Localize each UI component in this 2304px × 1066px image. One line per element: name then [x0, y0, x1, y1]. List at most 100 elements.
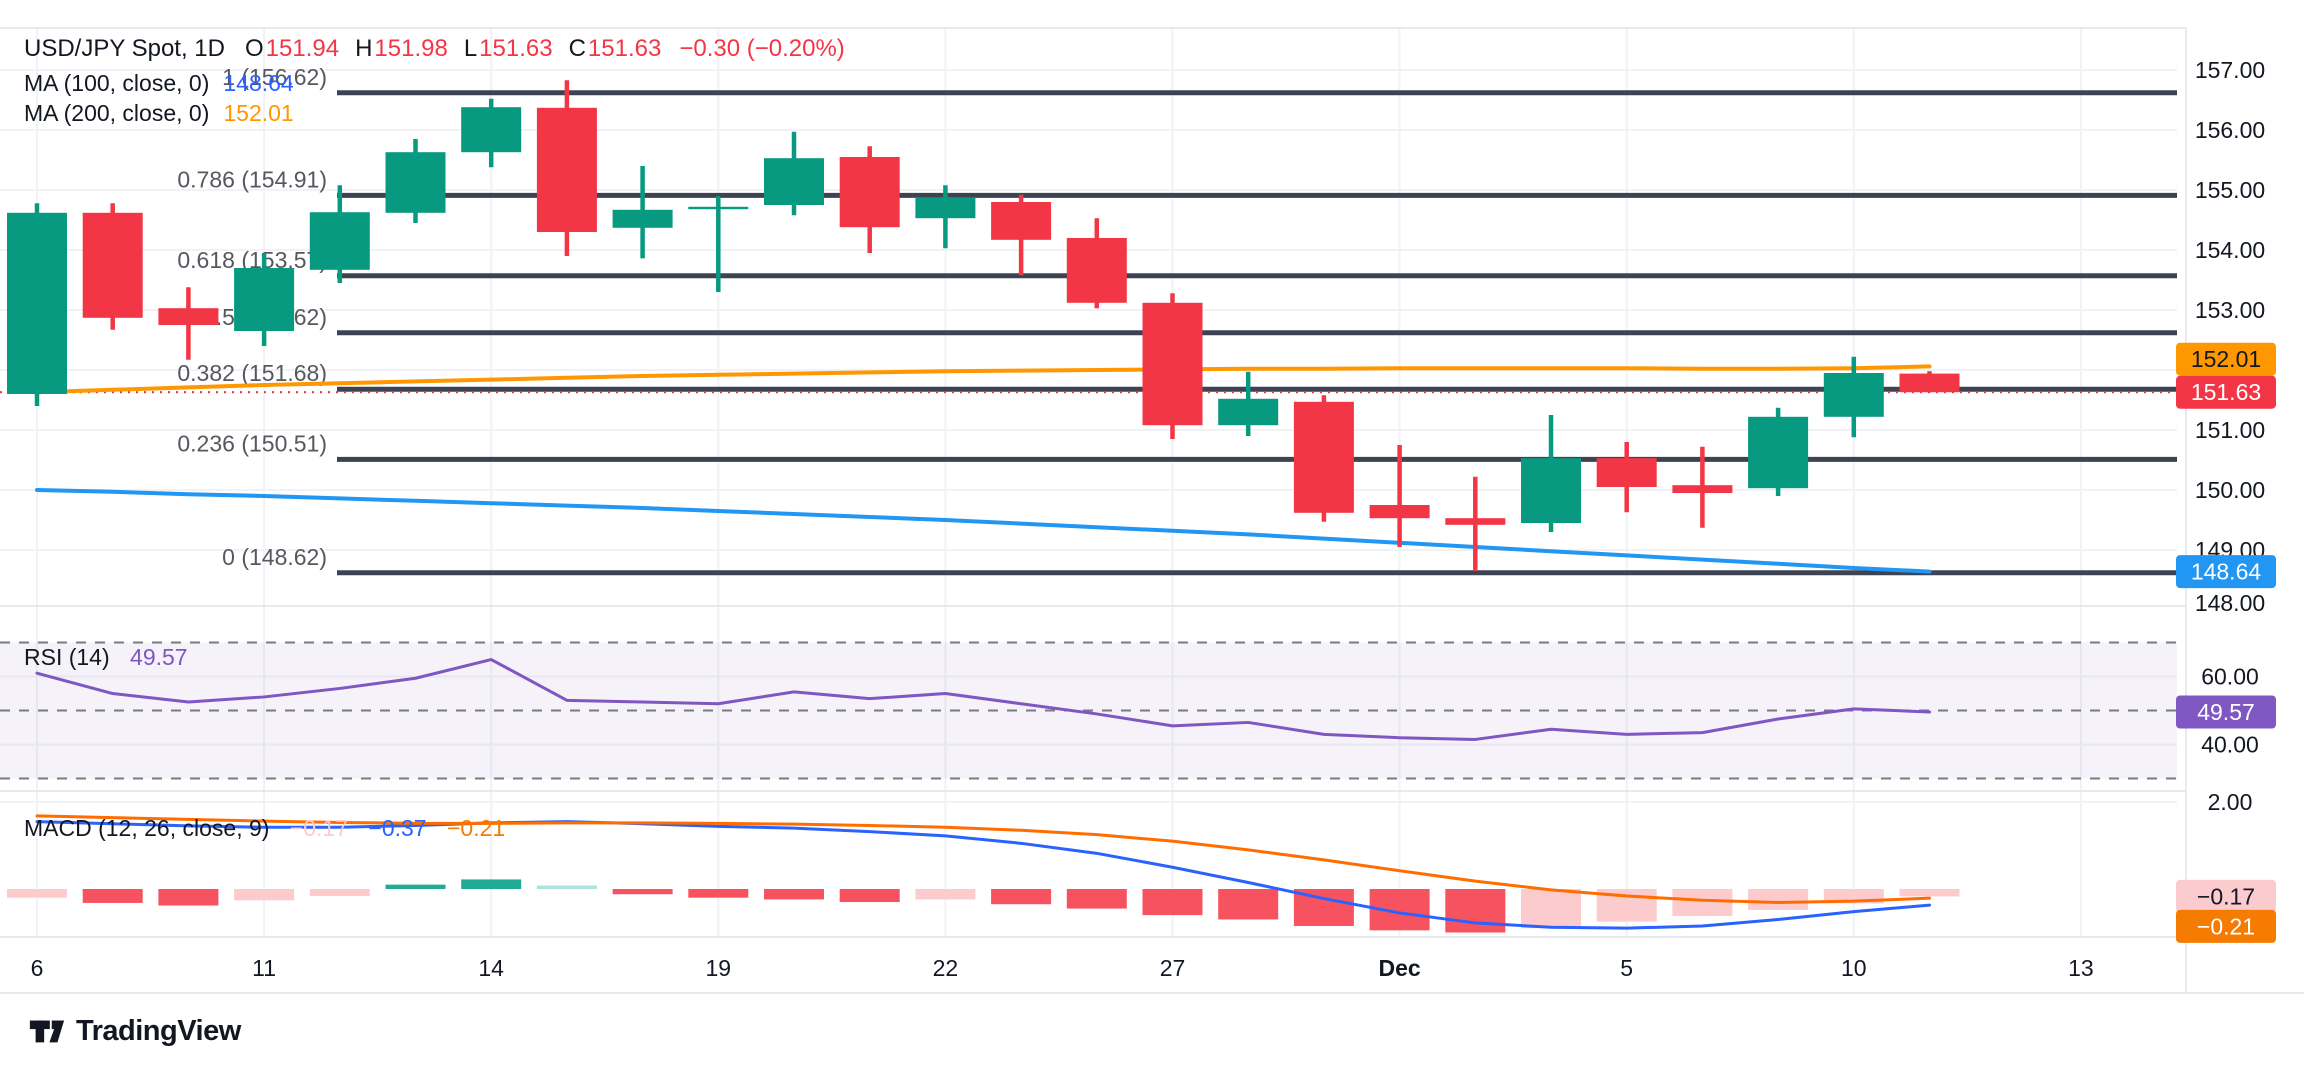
fib-level-label: 1 (156.62) [222, 64, 327, 90]
candle-nov-21 [839, 146, 900, 253]
rsi-axis-label: 60.00 [2201, 664, 2259, 690]
rsi-value-badge-text: 49.57 [2197, 699, 2255, 725]
macd-plot [7, 814, 1960, 933]
ma100-price-badge-text: 148.64 [2191, 559, 2262, 585]
candle-nov-14 [461, 98, 522, 168]
time-axis-label-dec: Dec [1378, 955, 1420, 981]
rsi-plot [35, 658, 1931, 741]
time-axis-label-6: 6 [31, 955, 44, 981]
time-axis-label-22: 22 [933, 955, 959, 981]
rsi-value-badge [2176, 695, 2276, 729]
symbol-title[interactable]: USD/JPY Spot, 1D [24, 35, 225, 62]
candle-nov-11 [234, 253, 295, 346]
open-label: O [244, 35, 264, 62]
candle-nov-6 [7, 203, 67, 406]
close-price-badge-text: 151.63 [2191, 379, 2261, 405]
macd-signal-badge-text: −0.21 [2197, 913, 2255, 939]
ma200-legend-row[interactable]: MA (200, close, 0) 152.01 [24, 98, 861, 128]
gridlines [0, 28, 2177, 937]
high-value: 151.98 [374, 35, 448, 62]
fib-level-label: 0 (148.62) [222, 544, 327, 570]
low-value: 151.63 [479, 35, 553, 62]
macd-legend[interactable]: MACD (12, 26, close, 9) −0.17 −0.37 −0.2… [24, 815, 519, 842]
candle-nov-27 [1142, 293, 1203, 439]
ma200-price-badge [2176, 342, 2276, 376]
candle-nov-25 [991, 194, 1052, 276]
candle-dec-9 [1748, 407, 1809, 496]
ma100-value: 148.64 [223, 69, 294, 96]
candle-nov-29 [1293, 395, 1354, 522]
high-label: H [355, 35, 373, 62]
time-axis-label-19: 19 [706, 955, 732, 981]
axis-badges: 152.01 151.63 148.64 49.57 −0.17 −0.21 [2176, 342, 2276, 943]
macd-hist-value: −0.17 [289, 815, 349, 841]
candle-nov-22 [915, 185, 976, 249]
macd-hist-badge-text: −0.17 [2197, 883, 2255, 909]
price-axis-label: 155.00 [2195, 177, 2265, 203]
candle-nov-20 [764, 131, 824, 216]
rsi-axis-label: 40.00 [2201, 732, 2259, 758]
fib-level-label: 0.786 (154.91) [177, 166, 327, 192]
macd-axis-label: 2.00 [2208, 789, 2253, 815]
pane-separators [0, 27, 2304, 994]
macd-hist-badge [2176, 879, 2276, 913]
price-axis-label: 151.00 [2195, 417, 2265, 443]
candle-nov-7 [82, 203, 143, 330]
ma100-label: MA (100, close, 0) [24, 69, 210, 96]
macd-signal-badge [2176, 909, 2276, 943]
time-axis-label-14: 14 [478, 955, 504, 981]
time-axis-label-5: 5 [1620, 955, 1633, 981]
candle-dec-11 [1899, 371, 1960, 393]
rsi-band [0, 641, 2177, 780]
candle-nov-28 [1218, 371, 1279, 436]
ma100-price-badge [2176, 555, 2276, 589]
ma200-value: 152.01 [223, 99, 294, 126]
macd-line-value: −0.37 [368, 815, 427, 841]
candle-nov-26 [1066, 218, 1127, 309]
ma200-price-badge-text: 152.01 [2191, 346, 2261, 372]
tradingview-logo-icon[interactable] [28, 1012, 66, 1050]
ohlc-row: USD/JPY Spot, 1D O 151.94 H 151.98 L 151… [24, 30, 861, 68]
candle-nov-15 [536, 80, 597, 256]
candles [7, 80, 1960, 571]
price-axis-label: 156.00 [2195, 117, 2265, 143]
low-label: L [463, 35, 478, 62]
rsi-label: RSI (14) [24, 644, 110, 670]
price-axis-label: 153.00 [2195, 297, 2265, 323]
time-axis-label-27: 27 [1160, 955, 1186, 981]
candle-dec-5 [1596, 442, 1657, 513]
price-axis[interactable]: 157.00 156.00 155.00 154.00 153.00 151.00 150.… [2195, 57, 2265, 815]
candle-dec-4 [1521, 415, 1581, 532]
moving-averages [35, 364, 1932, 574]
price-axis-label: 150.00 [2195, 477, 2265, 503]
rsi-value: 49.57 [130, 644, 188, 670]
main-chart-legend: USD/JPY Spot, 1D O 151.94 H 151.98 L 151… [24, 30, 861, 128]
ma100-legend-row[interactable]: MA (100, close, 0) 148.64 [24, 68, 861, 98]
candle-dec-6 [1672, 446, 1733, 528]
price-axis-label: 148.00 [2195, 590, 2265, 616]
tradingview-logo-text[interactable]: TradingView [76, 1014, 241, 1047]
candle-dec-10 [1823, 356, 1884, 438]
price-axis-label: 157.00 [2195, 57, 2265, 83]
footer: TradingView [28, 1012, 241, 1050]
change-value: −0.30 (−0.20%) [679, 35, 845, 62]
candle-nov-8 [158, 287, 219, 360]
fib-level-label: 0.382 (151.68) [177, 360, 327, 386]
time-axis[interactable]: 6 11 14 19 22 27 Dec 5 10 13 [31, 955, 2094, 981]
candle-nov-19 [688, 196, 749, 292]
candle-nov-12 [309, 185, 370, 283]
time-axis-label-11: 11 [252, 955, 276, 981]
time-axis-label-10: 10 [1841, 955, 1867, 981]
ma200-label: MA (200, close, 0) [24, 99, 210, 126]
close-value: 151.63 [587, 35, 662, 62]
candle-nov-18 [612, 166, 673, 259]
macd-signal-value: −0.21 [447, 815, 506, 841]
fib-level-label: 0.236 (150.51) [177, 430, 327, 456]
candle-dec-3 [1445, 476, 1506, 571]
rsi-legend[interactable]: RSI (14) 49.57 [24, 644, 202, 671]
macd-label: MACD (12, 26, close, 9) [24, 815, 270, 841]
open-value: 151.94 [265, 35, 340, 62]
